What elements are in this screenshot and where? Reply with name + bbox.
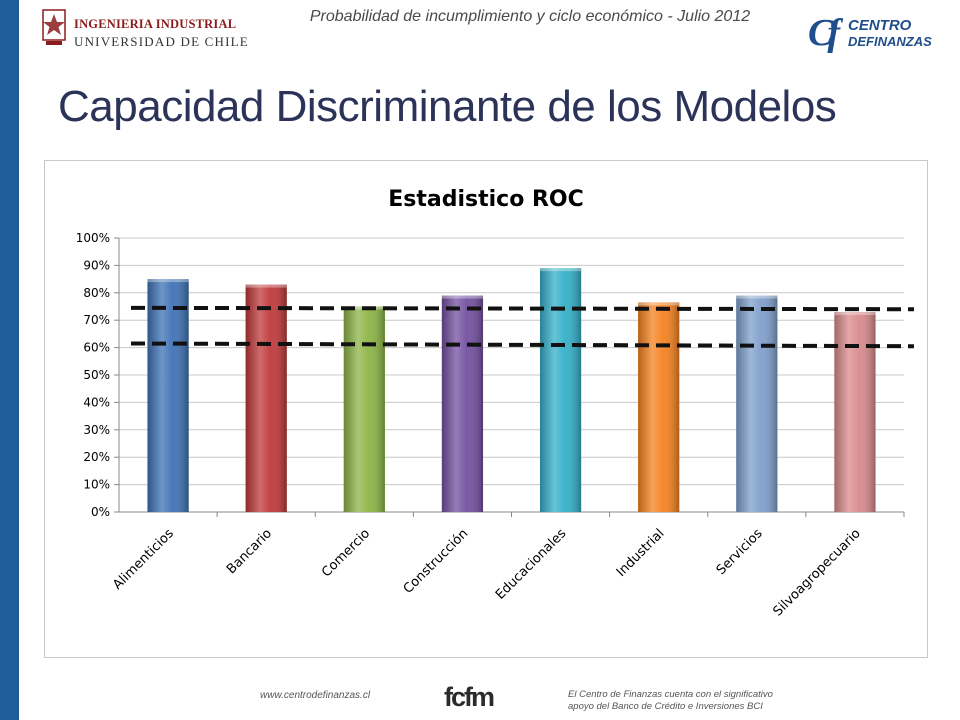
support-note-line2: apoyo del Banco de Crédito e Inversiones… xyxy=(568,701,763,712)
cf-mark: Cf xyxy=(808,12,840,54)
x-tick-label: Comercio xyxy=(319,526,373,580)
x-tick-label: Industrial xyxy=(614,526,668,580)
roc-bar-chart: Estadistico ROC 0% 10% 20% 30% 40% 50% 60% 70% 8… xyxy=(76,187,915,619)
y-tick-label: 50% xyxy=(83,368,110,382)
y-tick-label: 60% xyxy=(83,341,110,355)
bar-cap xyxy=(147,279,189,283)
x-axis-labels: Alimenticios Bancario Comercio Construcción… xyxy=(110,526,864,619)
bar-educacionales xyxy=(539,268,582,512)
bar-industrial xyxy=(638,302,680,512)
y-tick-label: 70% xyxy=(83,313,110,327)
reference-line xyxy=(130,341,915,349)
university-seal-icon xyxy=(42,9,66,45)
x-tick-label: Construcción xyxy=(401,526,472,597)
reference-line xyxy=(130,305,915,312)
university-logo: INGENIERIA INDUSTRIAL UNIVERSIDAD DE CHI… xyxy=(40,6,248,52)
y-tick-label: 0% xyxy=(91,505,110,519)
bar-cap xyxy=(441,295,484,299)
x-tick-label: Educacionales xyxy=(493,526,570,603)
bar-shine xyxy=(834,311,876,512)
y-tick-label: 20% xyxy=(83,450,110,464)
footer-support-note: El Centro de Finanzas cuenta con el sign… xyxy=(568,689,773,713)
chart-frame xyxy=(44,160,928,658)
cf-logo-line2: DEFINANZAS xyxy=(848,34,932,49)
x-tick-label: Silvoagropecuario xyxy=(771,526,864,619)
chart-bars xyxy=(147,268,876,512)
bar-alimenticios xyxy=(147,279,189,512)
bar-bancario xyxy=(245,284,287,512)
fcfm-logo: fcfm xyxy=(444,680,495,714)
fcfm-logo-text: fcfm xyxy=(444,682,495,712)
bar-silvoagropecuario xyxy=(834,311,876,512)
cf-logo-line1: CENTRO xyxy=(848,17,912,34)
bar-shine xyxy=(245,284,287,512)
y-tick-label: 10% xyxy=(83,478,110,492)
chart-title: Estadistico ROC xyxy=(388,187,584,212)
chart-gridlines xyxy=(114,237,905,517)
left-accent-bar xyxy=(0,0,19,720)
presentation-subtitle: Probabilidad de incumplimiento y ciclo e… xyxy=(309,8,751,25)
bar-cap xyxy=(736,295,778,299)
y-tick-label: 40% xyxy=(83,395,110,409)
reference-lines xyxy=(130,305,915,349)
university-name-line1: INGENIERIA INDUSTRIAL xyxy=(74,17,237,31)
slide-title: Capacidad Discriminante de los Modelos xyxy=(58,82,837,131)
bar-construcción xyxy=(441,295,484,512)
footer-website-link[interactable]: www.centrodefinanzas.cl xyxy=(260,690,371,701)
y-tick-label: 80% xyxy=(83,286,110,300)
x-tick-label: Bancario xyxy=(224,526,275,577)
bar-shine xyxy=(147,279,189,512)
bar-shine xyxy=(736,295,778,512)
bar-shine xyxy=(441,295,484,512)
y-axis-ticks: 0% 10% 20% 30% 40% 50% 60% 70% 80% 90% 100% xyxy=(76,231,110,519)
x-tick-label: Servicios xyxy=(714,526,766,578)
x-tick-label: Alimenticios xyxy=(110,526,177,593)
y-tick-label: 90% xyxy=(83,258,110,272)
bar-shine xyxy=(539,268,582,512)
bar-cap xyxy=(539,268,582,272)
bar-servicios xyxy=(736,295,778,512)
y-tick-label: 100% xyxy=(76,231,110,245)
support-note-line1: El Centro de Finanzas cuenta con el sign… xyxy=(568,689,773,700)
bar-cap xyxy=(245,284,287,288)
bar-cap xyxy=(638,302,680,306)
bar-cap xyxy=(834,311,876,315)
bar-comercio xyxy=(343,306,385,512)
bar-shine xyxy=(343,306,385,512)
university-name-line2: UNIVERSIDAD DE CHILE xyxy=(74,34,249,49)
bar-shine xyxy=(638,302,680,512)
centro-finanzas-logo: Cf CENTRO DEFINANZAS xyxy=(808,12,932,56)
y-tick-label: 30% xyxy=(83,423,110,437)
